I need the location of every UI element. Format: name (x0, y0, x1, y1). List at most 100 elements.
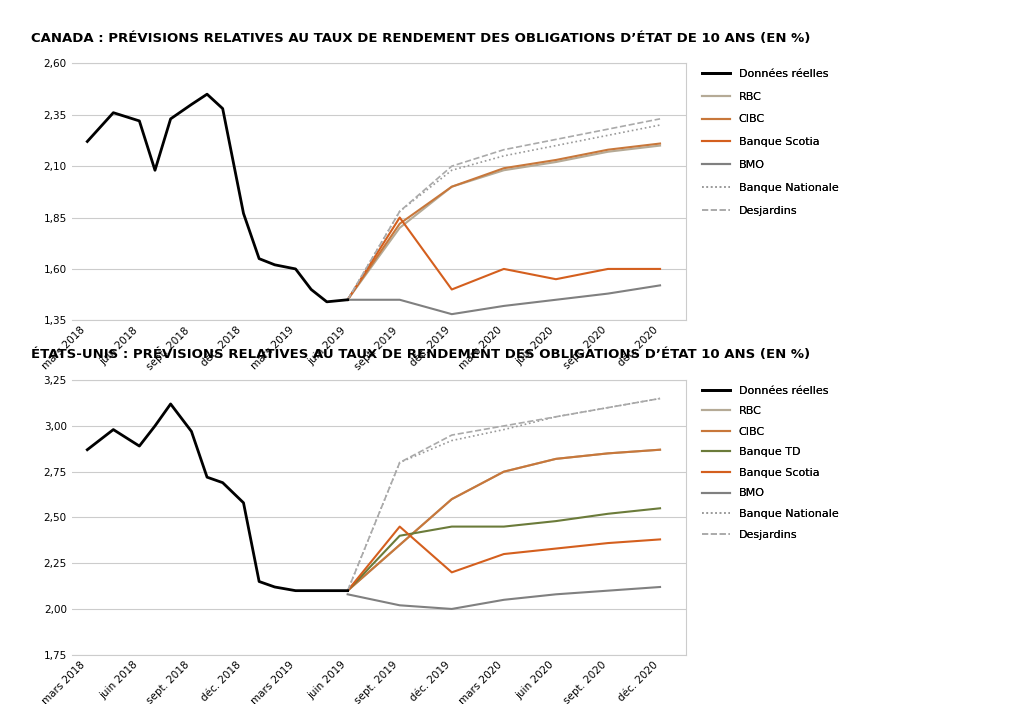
Banque Scotia (393, 522, 406, 531)
Données réelles (216, 104, 228, 113)
Banque Nationale (498, 151, 510, 160)
RBC (550, 158, 562, 166)
Line: RBC: RBC (347, 450, 660, 591)
Données réelles (81, 446, 93, 454)
Desjardins (341, 586, 353, 595)
Desjardins (550, 135, 562, 144)
BMO (498, 596, 510, 604)
BMO (602, 289, 614, 298)
Données réelles (341, 296, 353, 304)
BMO (550, 590, 562, 598)
Desjardins (445, 162, 458, 170)
Desjardins (654, 394, 667, 403)
Banque Scotia (654, 265, 667, 273)
Desjardins (393, 207, 406, 215)
RBC (498, 166, 510, 175)
CIBC (445, 182, 458, 191)
Banque Scotia (341, 296, 353, 304)
RBC (602, 148, 614, 156)
Données réelles (201, 473, 213, 482)
CIBC (602, 146, 614, 154)
Données réelles (268, 260, 281, 269)
CIBC (341, 296, 353, 304)
Desjardins (602, 125, 614, 133)
CIBC (341, 586, 353, 595)
Legend: Données réelles, RBC, CIBC, Banque Scotia, BMO, Banque Nationale, Desjardins: Données réelles, RBC, CIBC, Banque Scoti… (701, 69, 839, 215)
Banque Nationale (602, 131, 614, 139)
Desjardins (602, 403, 614, 412)
Données réelles (81, 137, 93, 146)
Banque Nationale (550, 142, 562, 150)
Banque Scotia (341, 586, 353, 595)
Données réelles (321, 298, 333, 306)
Text: CANADA : PRÉVISIONS RELATIVES AU TAUX DE RENDEMENT DES OBLIGATIONS D’ÉTAT DE 10 : CANADA : PRÉVISIONS RELATIVES AU TAUX DE… (31, 32, 810, 44)
RBC (550, 455, 562, 463)
Données réelles (108, 425, 120, 434)
Données réelles (305, 285, 317, 294)
Données réelles (253, 577, 265, 586)
Données réelles (133, 442, 145, 451)
Données réelles (341, 586, 353, 595)
Line: CIBC: CIBC (347, 144, 660, 300)
Données réelles (148, 166, 161, 175)
Banque TD (393, 532, 406, 540)
CIBC (602, 449, 614, 458)
Données réelles (268, 583, 281, 591)
Desjardins (550, 413, 562, 421)
Line: BMO: BMO (347, 285, 660, 314)
Line: Banque TD: Banque TD (347, 508, 660, 591)
RBC (498, 467, 510, 476)
Line: CIBC: CIBC (347, 450, 660, 591)
Banque TD (602, 510, 614, 518)
CIBC (498, 164, 510, 172)
BMO (445, 605, 458, 613)
Line: Banque Nationale: Banque Nationale (347, 125, 660, 300)
Desjardins (654, 115, 667, 123)
CIBC (393, 541, 406, 549)
BMO (654, 583, 667, 591)
RBC (654, 142, 667, 150)
RBC (602, 449, 614, 458)
Line: Desjardins: Desjardins (347, 119, 660, 300)
Banque Scotia (602, 539, 614, 547)
Données réelles (290, 586, 302, 595)
Banque Nationale (654, 394, 667, 403)
Banque Scotia (602, 265, 614, 273)
Banque Scotia (654, 535, 667, 543)
RBC (393, 541, 406, 549)
BMO (393, 296, 406, 304)
Line: Banque Nationale: Banque Nationale (347, 398, 660, 591)
BMO (654, 281, 667, 289)
Banque Nationale (341, 586, 353, 595)
RBC (341, 586, 353, 595)
Banque Scotia (393, 213, 406, 222)
Données réelles (305, 586, 317, 595)
Données réelles (321, 586, 333, 595)
BMO (445, 310, 458, 318)
RBC (654, 446, 667, 454)
CIBC (654, 446, 667, 454)
BMO (393, 601, 406, 610)
Banque Scotia (498, 550, 510, 558)
BMO (341, 296, 353, 304)
Banque Nationale (654, 121, 667, 130)
Données réelles (201, 90, 213, 99)
Desjardins (498, 422, 510, 430)
CIBC (498, 467, 510, 476)
RBC (445, 182, 458, 191)
RBC (445, 495, 458, 503)
Desjardins (393, 458, 406, 467)
Banque TD (654, 504, 667, 513)
Données réelles (165, 400, 177, 408)
Banque Nationale (445, 166, 458, 175)
Banque TD (498, 522, 510, 531)
RBC (341, 296, 353, 304)
Banque Scotia (445, 285, 458, 294)
Desjardins (341, 296, 353, 304)
Banque Nationale (393, 207, 406, 215)
Banque Nationale (341, 296, 353, 304)
Text: ÉTATS-UNIS : PRÉVISIONS RELATIVES AU TAUX DE RENDEMENT DES OBLIGATIONS D’ÉTAT 10: ÉTATS-UNIS : PRÉVISIONS RELATIVES AU TAU… (31, 348, 810, 361)
Line: RBC: RBC (347, 146, 660, 300)
Banque Nationale (550, 413, 562, 421)
Banque TD (550, 517, 562, 525)
